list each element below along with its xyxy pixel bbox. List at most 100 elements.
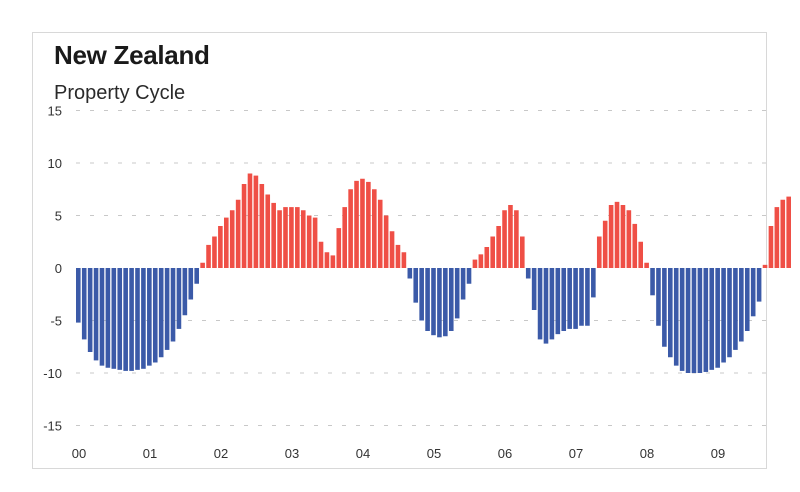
bar <box>727 268 732 358</box>
bar <box>502 210 507 268</box>
bar <box>170 268 176 342</box>
bar <box>733 268 738 350</box>
bar <box>437 268 442 338</box>
bar <box>679 268 685 371</box>
y-axis-ticks: 15 10 5 0 -5 -10 -15 <box>43 104 62 434</box>
bar <box>135 268 140 370</box>
x-tick-label: 04 <box>356 446 370 461</box>
bar <box>472 259 478 268</box>
bar <box>289 207 294 268</box>
bar <box>218 226 223 268</box>
bar <box>300 210 306 268</box>
bar <box>283 207 288 268</box>
y-tick-label: -10 <box>43 366 62 381</box>
bar <box>703 268 709 372</box>
bar <box>697 268 703 373</box>
bar <box>407 268 413 279</box>
y-tick-label: 5 <box>55 209 62 224</box>
x-tick-label: 05 <box>427 446 441 461</box>
bar <box>366 181 371 268</box>
bar <box>537 268 543 340</box>
gridlines <box>76 110 767 426</box>
bar <box>520 236 525 268</box>
bar <box>431 268 436 336</box>
bar <box>87 268 93 352</box>
bar <box>715 268 720 368</box>
bar <box>561 268 567 331</box>
bar <box>478 254 484 268</box>
bar <box>182 268 188 316</box>
bar <box>413 268 419 303</box>
bar <box>360 178 365 268</box>
bar <box>721 268 726 363</box>
bar <box>579 268 584 326</box>
bar <box>129 268 134 371</box>
bar <box>448 268 454 331</box>
bar <box>312 217 318 268</box>
bar <box>354 180 359 268</box>
bar <box>602 220 608 268</box>
x-tick-label: 07 <box>569 446 583 461</box>
bar <box>662 268 667 347</box>
y-tick-label: 10 <box>48 156 62 171</box>
x-tick-label: 02 <box>214 446 228 461</box>
bar <box>117 268 123 370</box>
bar <box>194 268 199 284</box>
bar <box>241 184 247 268</box>
bar <box>206 244 211 268</box>
bar <box>525 268 531 279</box>
bar <box>164 268 170 350</box>
chart-title: New Zealand <box>54 40 210 70</box>
bar <box>756 268 762 302</box>
bar <box>514 210 519 268</box>
bar <box>608 205 614 268</box>
y-tick-label: -15 <box>43 419 62 434</box>
bar <box>555 268 561 335</box>
bar <box>271 202 276 268</box>
bar <box>780 199 786 268</box>
bar <box>685 268 691 373</box>
bar <box>650 268 655 296</box>
bar <box>342 207 347 268</box>
bar <box>744 268 750 331</box>
bar <box>105 268 111 368</box>
bar <box>496 226 501 268</box>
bar <box>123 268 128 371</box>
bar <box>644 262 649 268</box>
bar <box>739 268 744 342</box>
bar <box>324 252 330 268</box>
bars <box>76 173 791 373</box>
bar <box>490 236 495 268</box>
bar <box>188 268 194 300</box>
bar <box>632 223 638 268</box>
bar <box>673 268 679 366</box>
bar <box>152 268 158 363</box>
bar <box>768 226 774 268</box>
bar <box>668 268 673 358</box>
bar <box>147 268 152 366</box>
bar <box>656 268 661 326</box>
bar <box>762 264 768 268</box>
bar <box>620 205 626 268</box>
bar <box>401 252 407 268</box>
bar <box>443 268 448 337</box>
bar <box>158 268 164 358</box>
bar <box>259 184 265 268</box>
bar <box>454 268 460 319</box>
bar <box>508 205 513 268</box>
y-tick-label: 15 <box>48 104 62 119</box>
x-axis-ticks: 00 01 02 03 04 05 06 07 08 09 <box>72 446 725 461</box>
bar <box>265 194 271 268</box>
bar <box>176 268 182 329</box>
bar <box>224 217 229 268</box>
x-tick-label: 03 <box>285 446 299 461</box>
x-tick-label: 09 <box>711 446 725 461</box>
bar <box>212 236 217 268</box>
bar <box>549 268 555 340</box>
bar <box>626 210 632 268</box>
bar <box>596 236 602 268</box>
x-tick-label: 00 <box>72 446 86 461</box>
bar <box>614 201 620 268</box>
bar <box>76 268 81 323</box>
